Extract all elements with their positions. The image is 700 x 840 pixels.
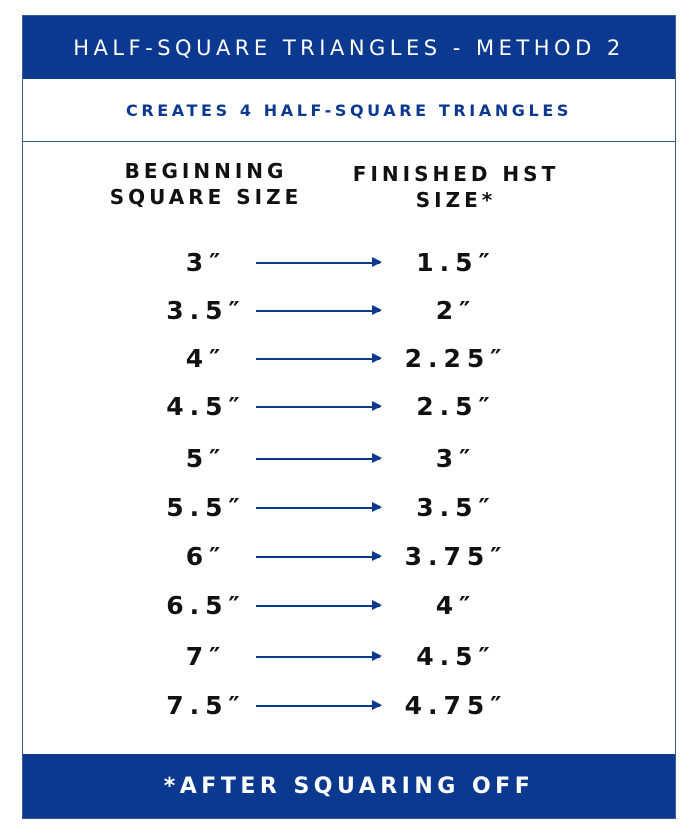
arrow-right-icon <box>256 354 382 362</box>
beginning-size: 3″ <box>185 248 227 277</box>
table-row: 4.5″ 2.5″ <box>23 387 675 427</box>
arrow-right-icon <box>256 701 382 709</box>
arrow-right-icon <box>256 552 382 560</box>
arrow-right-icon <box>256 454 382 462</box>
table-row: 7″ 4.5″ <box>23 637 675 677</box>
beginning-size: 6.5″ <box>166 591 246 620</box>
beginning-size: 5.5″ <box>166 493 246 522</box>
arrow-right-icon <box>256 601 382 609</box>
finished-size: 3″ <box>435 444 477 473</box>
table-row: 5.5″ 3.5″ <box>23 488 675 528</box>
table-row: 5″ 3″ <box>23 439 675 479</box>
arrow-right-icon <box>256 402 382 410</box>
finished-size: 3.5″ <box>416 493 496 522</box>
finished-size: 4″ <box>435 591 477 620</box>
table-row: 6.5″ 4″ <box>23 586 675 626</box>
arrow-right-icon <box>256 652 382 660</box>
arrow-right-icon <box>256 503 382 511</box>
table-row: 3″ 1.5″ <box>23 243 675 283</box>
finished-size: 3.75″ <box>404 542 508 571</box>
beginning-size: 7″ <box>185 642 227 671</box>
beginning-size: 3.5″ <box>166 296 246 325</box>
arrow-right-icon <box>256 258 382 266</box>
subtitle: CREATES 4 HALF-SQUARE TRIANGLES <box>23 79 675 142</box>
finished-size: 2″ <box>435 296 477 325</box>
finished-size: 2.25″ <box>404 344 508 373</box>
table-row: 3.5″ 2″ <box>23 291 675 331</box>
beginning-size: 4.5″ <box>166 392 246 421</box>
beginning-size: 4″ <box>185 344 227 373</box>
column-header-beginning: BEGINNING SQUARE SIZE <box>109 159 303 209</box>
table-row: 7.5″ 4.75″ <box>23 686 675 726</box>
beginning-size: 7.5″ <box>166 691 246 720</box>
arrow-right-icon <box>256 306 382 314</box>
column-header-finished: FINISHED HST SIZE* <box>352 162 560 212</box>
hst-chart-card: HALF-SQUARE TRIANGLES - METHOD 2 CREATES… <box>22 15 676 819</box>
beginning-size: 6″ <box>185 542 227 571</box>
finished-size: 4.75″ <box>404 691 508 720</box>
page-title: HALF-SQUARE TRIANGLES - METHOD 2 <box>23 16 675 79</box>
table-row: 4″ 2.25″ <box>23 339 675 379</box>
beginning-size: 5″ <box>185 444 227 473</box>
footer-note: *AFTER SQUARING OFF <box>23 754 675 818</box>
finished-size: 4.5″ <box>416 642 496 671</box>
finished-size: 1.5″ <box>416 248 496 277</box>
finished-size: 2.5″ <box>416 392 496 421</box>
table-row: 6″ 3.75″ <box>23 537 675 577</box>
